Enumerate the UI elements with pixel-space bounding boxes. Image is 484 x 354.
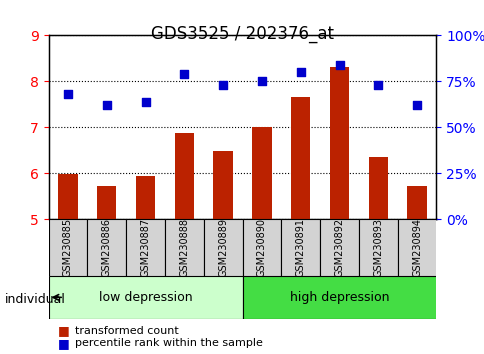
Text: ■: ■ [58, 337, 70, 350]
Text: ■: ■ [58, 325, 70, 337]
Point [103, 103, 110, 108]
Text: GSM230893: GSM230893 [373, 218, 382, 277]
Bar [97, 186, 116, 219]
Text: transformed count: transformed count [75, 326, 179, 336]
Point [219, 82, 227, 88]
FancyBboxPatch shape [48, 219, 87, 276]
Bar [58, 175, 77, 219]
Bar [252, 126, 271, 219]
FancyBboxPatch shape [165, 219, 203, 276]
Text: GSM230894: GSM230894 [411, 218, 421, 277]
FancyBboxPatch shape [397, 219, 436, 276]
Bar [136, 176, 155, 219]
FancyBboxPatch shape [281, 219, 319, 276]
Text: GSM230888: GSM230888 [179, 218, 189, 277]
Text: GSM230885: GSM230885 [63, 218, 73, 278]
FancyBboxPatch shape [126, 219, 165, 276]
Bar [213, 152, 232, 219]
FancyBboxPatch shape [48, 276, 242, 319]
FancyBboxPatch shape [319, 219, 358, 276]
Text: individual: individual [5, 293, 66, 306]
Point [296, 69, 304, 75]
Text: GSM230892: GSM230892 [334, 218, 344, 278]
Point [64, 91, 72, 97]
Bar [368, 157, 387, 219]
FancyBboxPatch shape [242, 276, 436, 319]
Bar [174, 133, 194, 219]
FancyBboxPatch shape [203, 219, 242, 276]
Text: GDS3525 / 202376_at: GDS3525 / 202376_at [151, 25, 333, 43]
Text: GSM230887: GSM230887 [140, 218, 150, 278]
Bar [329, 67, 348, 219]
FancyBboxPatch shape [358, 219, 397, 276]
Point [374, 82, 381, 88]
Text: high depression: high depression [289, 291, 389, 304]
FancyBboxPatch shape [242, 219, 281, 276]
Bar [407, 186, 426, 219]
Point [335, 62, 343, 68]
Text: percentile rank within the sample: percentile rank within the sample [75, 338, 262, 348]
Point [180, 71, 188, 77]
Text: GSM230891: GSM230891 [295, 218, 305, 277]
FancyBboxPatch shape [87, 219, 126, 276]
Bar [290, 97, 310, 219]
Text: GSM230889: GSM230889 [218, 218, 227, 277]
Text: GSM230890: GSM230890 [257, 218, 266, 277]
Text: GSM230886: GSM230886 [102, 218, 111, 277]
Text: low depression: low depression [98, 291, 192, 304]
Point [141, 99, 149, 104]
Point [257, 79, 265, 84]
Point [412, 103, 420, 108]
